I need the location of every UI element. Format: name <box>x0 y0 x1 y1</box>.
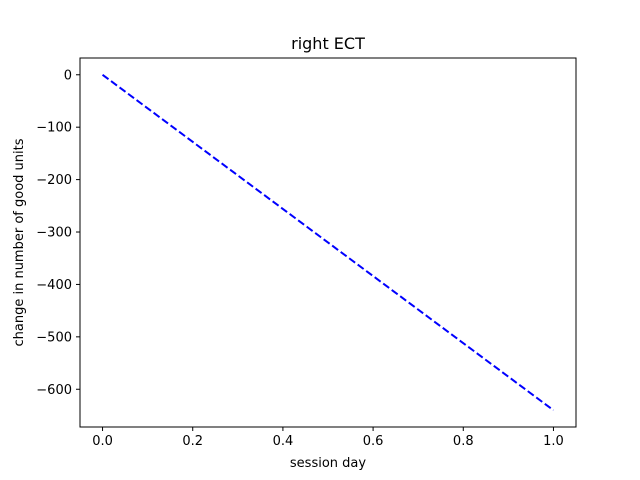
y-tick-label: 0 <box>64 68 72 83</box>
y-axis: 0 −100 −200 −300 −400 −500 −600 <box>36 68 80 398</box>
x-tick-label: 0.8 <box>453 434 474 449</box>
y-axis-label: change in number of good units <box>12 138 27 346</box>
x-axis: 0.0 0.2 0.4 0.6 0.8 1.0 <box>92 427 564 449</box>
plot-frame <box>79 57 577 428</box>
y-tick-label: −600 <box>36 383 72 398</box>
x-tick-label: 0.2 <box>182 434 203 449</box>
x-tick-label: 1.0 <box>543 434 564 449</box>
x-tick-label: 0.4 <box>273 434 294 449</box>
y-tick-label: −400 <box>36 278 72 293</box>
y-tick-label: −100 <box>36 121 72 136</box>
x-tick-label: 0.6 <box>363 434 384 449</box>
y-tick-label: −300 <box>36 226 72 241</box>
x-axis-label: session day <box>290 456 366 471</box>
chart-title: right ECT <box>291 34 365 53</box>
series-layer <box>101 73 555 412</box>
y-tick-label: −200 <box>36 173 72 188</box>
y-tick-label: −500 <box>36 330 72 345</box>
series-line-0 <box>101 73 555 412</box>
plot-area <box>79 57 577 428</box>
x-tick-label: 0.0 <box>92 434 113 449</box>
